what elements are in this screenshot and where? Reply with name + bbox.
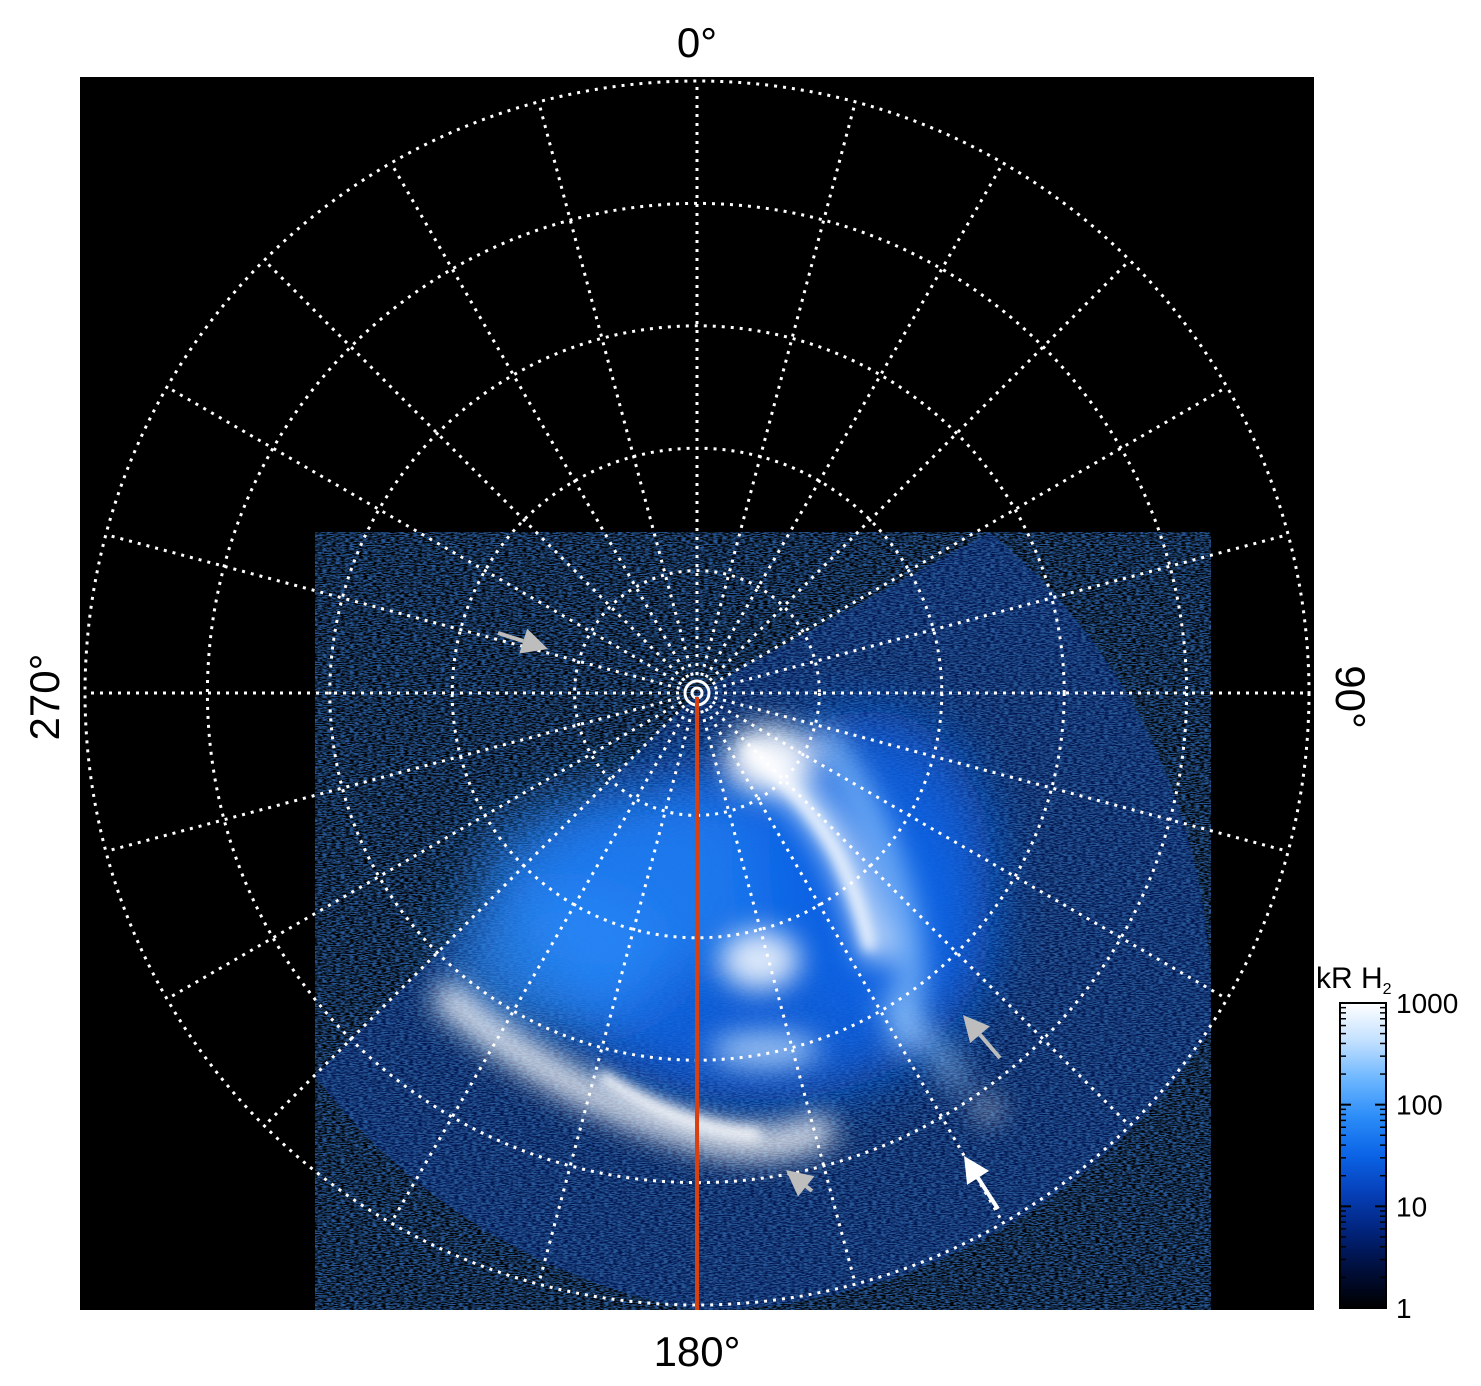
arrow-head	[519, 628, 548, 654]
colorbar-tick-label: 1000	[1396, 988, 1458, 1019]
angle-label-0: 0°	[677, 19, 717, 66]
grid-meridian	[389, 707, 690, 1224]
grid-meridian	[105, 533, 681, 690]
arrow-white-right	[964, 1156, 1000, 1211]
colorbar-tick-label: 1	[1396, 1293, 1412, 1324]
arrow-head	[963, 1015, 990, 1044]
grid-meridian	[711, 385, 1228, 686]
colorbar-bar	[1339, 1002, 1387, 1309]
colorbar-tick-label: 10	[1396, 1191, 1427, 1222]
arrow-shaft	[804, 1184, 814, 1193]
grid-meridian	[537, 709, 694, 1285]
grid-meridian	[708, 259, 1131, 682]
grid-meridian	[704, 162, 1005, 679]
arrow-head	[786, 1170, 815, 1197]
grid-meridian	[166, 700, 683, 1001]
grid-meridian	[105, 696, 681, 853]
grid-meridian	[708, 704, 1131, 1127]
arrow-gray-left	[497, 628, 548, 654]
arrow-gray-bottom	[786, 1170, 815, 1197]
colorbar-tick-label: 100	[1396, 1090, 1443, 1121]
grid-meridian	[704, 707, 1005, 1224]
aurora-main-arc	[596, 741, 875, 1141]
grid-meridian	[537, 101, 694, 677]
grid-meridian	[166, 385, 683, 686]
grid-meridian	[389, 162, 690, 679]
polar-grid	[83, 79, 1311, 1307]
grid-ring	[573, 569, 821, 817]
colorbar-title: kR H2	[1316, 962, 1392, 998]
arrow-shaft	[497, 631, 524, 643]
arrow-shaft	[976, 1176, 1000, 1211]
angle-label-180: 180°	[654, 1328, 741, 1375]
colorbar: kR H2 1 10 100 1000	[1316, 962, 1458, 1324]
grid-ring	[83, 79, 1311, 1307]
aurora-emission-region	[315, 532, 1211, 1310]
grid-meridian	[263, 704, 686, 1127]
arrow-shaft	[978, 1033, 1002, 1060]
grid-meridian	[711, 700, 1228, 1001]
grid-meridian	[713, 696, 1289, 853]
angle-label-270: 270°	[21, 654, 68, 741]
grid-meridian	[700, 709, 857, 1285]
annotation-arrows	[497, 628, 1002, 1211]
arrow-head	[964, 1156, 989, 1185]
grid-meridian	[700, 101, 857, 677]
colorbar-title-subscript: 2	[1383, 981, 1392, 998]
grid-meridian	[713, 533, 1289, 690]
grid-ring	[205, 201, 1189, 1185]
grid-meridian	[263, 259, 686, 682]
colorbar-ticks: 1 10 100 1000	[1340, 988, 1458, 1324]
angle-label-90: 90°	[1327, 665, 1374, 729]
arrow-gray-right	[963, 1015, 1002, 1060]
